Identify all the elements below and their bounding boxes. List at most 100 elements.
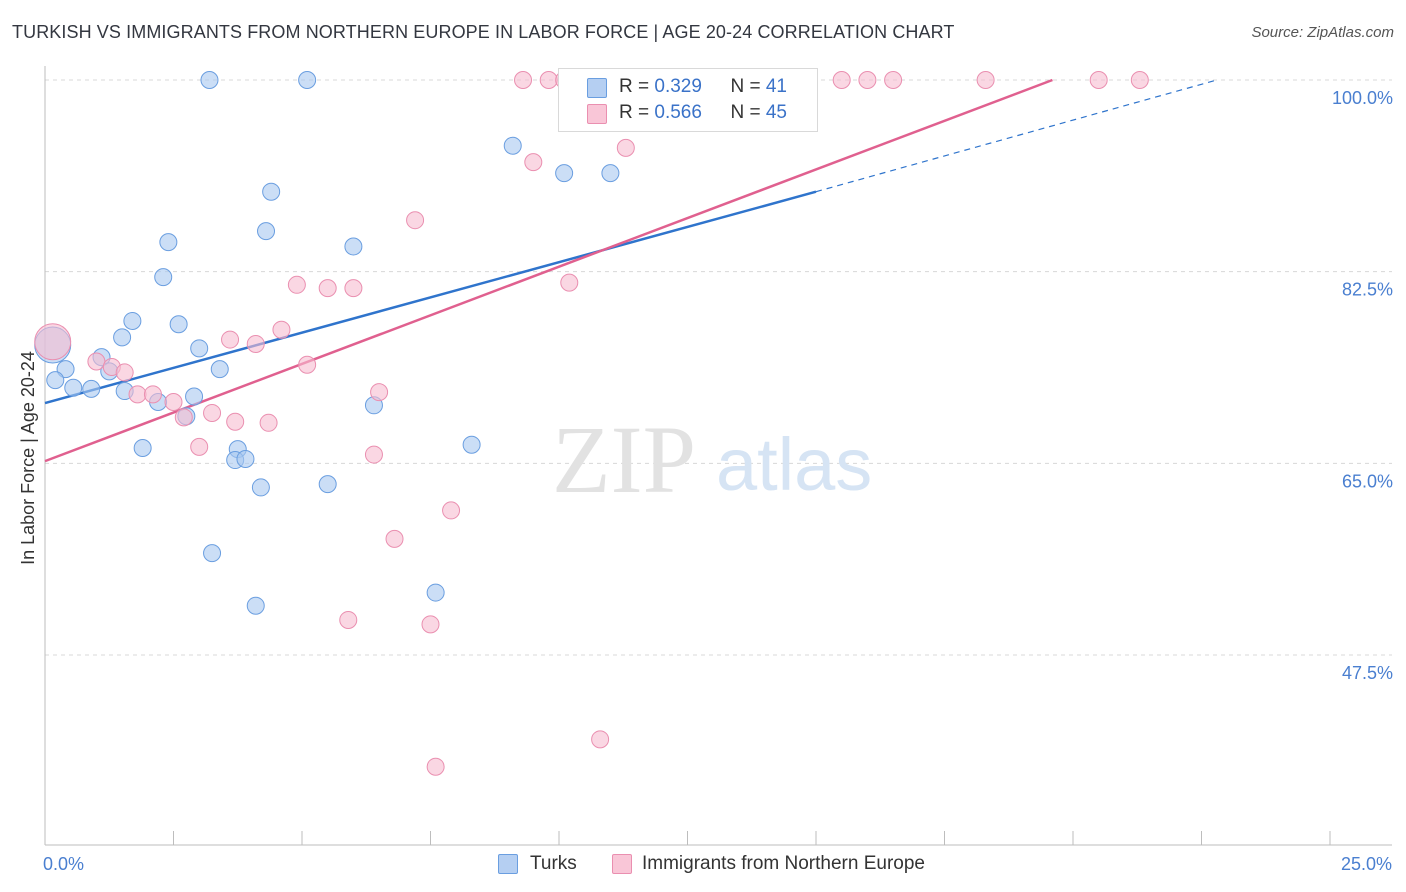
y-tick-label: 82.5% xyxy=(1342,280,1393,300)
point-neu xyxy=(298,355,317,374)
point-turks xyxy=(462,435,481,454)
r-value-neu: 0.566 xyxy=(654,102,702,123)
r-label: R = xyxy=(619,102,655,123)
point-neu xyxy=(364,445,383,464)
trend-line-neu xyxy=(44,78,1053,463)
y-tick-label: 65.0% xyxy=(1342,471,1393,491)
trend-line-turks-extension xyxy=(815,79,1218,193)
stats-legend: R = 0.329 N = 41 R = 0.566 N = 45 xyxy=(558,68,818,132)
point-neu xyxy=(1089,71,1108,89)
point-neu xyxy=(539,71,558,89)
point-turks xyxy=(169,315,188,334)
y-axis-title: In Labor Force | Age 20-24 xyxy=(18,351,38,565)
y-tick-label: 100.0% xyxy=(1332,88,1393,108)
axis-layer xyxy=(44,66,1392,846)
chart-title: TURKISH VS IMMIGRANTS FROM NORTHERN EURO… xyxy=(12,22,955,42)
point-neu xyxy=(287,275,306,294)
point-neu xyxy=(221,330,240,349)
trend-layer xyxy=(44,78,1218,463)
point-neu xyxy=(164,393,183,411)
point-turks xyxy=(159,233,178,252)
point-turks xyxy=(123,311,142,330)
point-neu xyxy=(318,279,337,298)
point-turks xyxy=(185,387,204,406)
point-neu xyxy=(272,320,291,339)
point-neu xyxy=(34,323,72,361)
point-turks xyxy=(426,583,445,602)
point-neu xyxy=(514,71,533,89)
label-layer: 100.0% 82.5% 65.0% 47.5% 0.0% 25.0% In Labor F… xyxy=(18,88,1393,874)
turks-swatch xyxy=(498,854,518,874)
watermark-atlas: atlas xyxy=(716,423,872,506)
point-turks xyxy=(64,378,83,397)
neu-swatch xyxy=(587,104,607,124)
point-neu xyxy=(226,412,245,431)
point-turks xyxy=(236,449,255,468)
point-neu xyxy=(339,610,358,629)
point-turks xyxy=(344,237,363,256)
point-neu xyxy=(976,71,995,89)
point-neu xyxy=(832,71,851,89)
point-turks xyxy=(56,360,75,379)
point-turks xyxy=(555,164,574,183)
point-turks xyxy=(200,71,219,89)
trend-line-turks xyxy=(44,190,817,405)
point-turks xyxy=(190,339,209,358)
source-label: Source: ZipAtlas.com xyxy=(1251,24,1394,41)
point-neu xyxy=(884,71,903,89)
point-neu xyxy=(524,153,543,172)
point-neu xyxy=(858,71,877,89)
n-value-neu: 45 xyxy=(765,102,787,123)
point-neu xyxy=(259,413,278,432)
grid-layer xyxy=(45,79,1392,656)
point-turks xyxy=(133,439,152,457)
watermark: ZIP atlas xyxy=(552,406,872,513)
point-turks xyxy=(46,371,65,390)
turks-swatch xyxy=(587,78,607,98)
r-label: R = xyxy=(619,76,655,97)
point-neu xyxy=(385,529,404,548)
y-tick-label: 47.5% xyxy=(1342,663,1393,683)
point-turks xyxy=(251,478,270,497)
point-turks xyxy=(262,182,281,201)
point-neu xyxy=(190,437,209,456)
point-neu xyxy=(115,363,134,382)
n-label: N = xyxy=(730,102,766,123)
point-turks xyxy=(298,71,317,89)
point-turks xyxy=(203,544,222,563)
point-turks xyxy=(210,360,229,379)
point-neu xyxy=(421,615,440,634)
point-neu xyxy=(246,334,265,353)
point-turks xyxy=(82,379,101,398)
point-neu xyxy=(406,211,425,230)
n-value-turks: 41 xyxy=(765,76,787,97)
point-neu xyxy=(560,273,579,292)
n-label: N = xyxy=(730,76,766,97)
legend-text-neu: R = 0.566 N = 45 xyxy=(619,102,787,124)
point-neu xyxy=(174,408,193,427)
point-turks xyxy=(246,596,265,615)
point-neu xyxy=(426,757,445,776)
legend-label-turks: Turks xyxy=(530,853,577,874)
point-neu xyxy=(143,385,162,404)
watermark-zip: ZIP xyxy=(552,406,696,513)
point-turks xyxy=(113,328,132,347)
point-neu xyxy=(344,279,363,298)
legend-label-neu: Immigrants from Northern Europe xyxy=(642,853,925,874)
point-neu xyxy=(87,352,106,371)
point-turks xyxy=(257,222,276,241)
x-tick-label: 0.0% xyxy=(43,854,84,874)
point-neu xyxy=(370,383,389,402)
point-turks xyxy=(503,136,522,155)
point-turks xyxy=(318,475,337,494)
point-neu xyxy=(1130,71,1149,89)
x-tick-label: 25.0% xyxy=(1341,854,1392,874)
point-neu xyxy=(591,730,610,749)
point-neu xyxy=(442,501,461,520)
legend-text-turks: R = 0.329 N = 41 xyxy=(619,76,787,98)
point-neu xyxy=(616,138,635,157)
point-neu xyxy=(203,403,222,422)
point-neu xyxy=(128,385,147,404)
neu-swatch xyxy=(612,854,632,874)
